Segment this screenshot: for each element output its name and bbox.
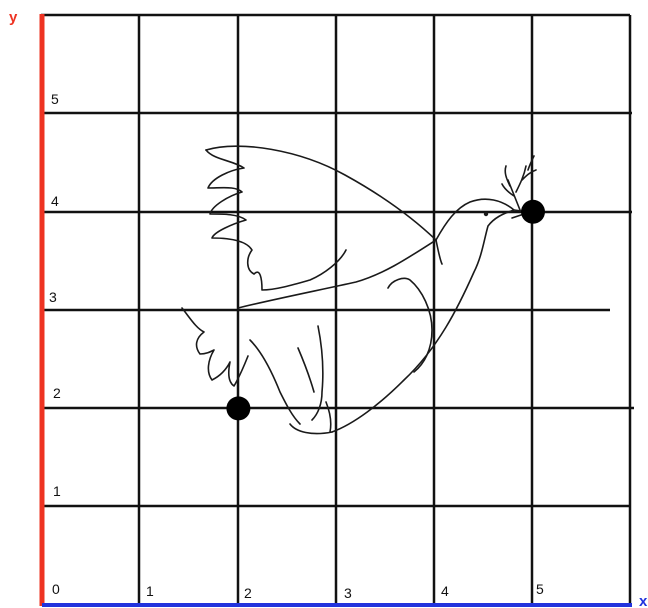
- y-tick-label: 5: [51, 91, 59, 107]
- x-tick-label: 3: [344, 585, 352, 601]
- y-tick-label: 2: [53, 385, 61, 401]
- olive-branch: [501, 155, 537, 211]
- x-tick-label: 1: [146, 583, 154, 599]
- dove-upper-wing-feathers: [205, 149, 347, 291]
- dove-neck-front: [435, 239, 443, 265]
- x-tick-labels: 0 1 2 3 4 5: [52, 581, 544, 601]
- y-tick-label: 3: [49, 289, 57, 305]
- y-tick-label: 4: [51, 193, 59, 209]
- points: [226, 199, 545, 421]
- dove-wing-inner: [237, 239, 437, 309]
- dove-lower-wing-feathers: [249, 325, 332, 433]
- x-tick-label: 5: [536, 581, 544, 597]
- x-axis-label: x: [639, 593, 648, 608]
- plotted-point: [521, 199, 545, 224]
- dove-belly: [289, 277, 433, 435]
- dove-eye: [483, 211, 489, 217]
- y-axis-label: y: [9, 9, 18, 26]
- dove-lower-wing: [181, 307, 249, 387]
- x-tick-label: 2: [244, 585, 252, 601]
- dove-head: [331, 198, 515, 433]
- plotted-point: [226, 396, 251, 421]
- dove-upper-wing-edge: [205, 145, 437, 241]
- x-tick-label: 4: [441, 583, 449, 599]
- grid: [41, 13, 634, 605]
- x-tick-label: 0: [52, 581, 60, 597]
- y-tick-label: 1: [53, 483, 61, 499]
- dove-drawing: [181, 145, 537, 435]
- y-tick-labels: 1 2 3 4 5: [49, 91, 61, 499]
